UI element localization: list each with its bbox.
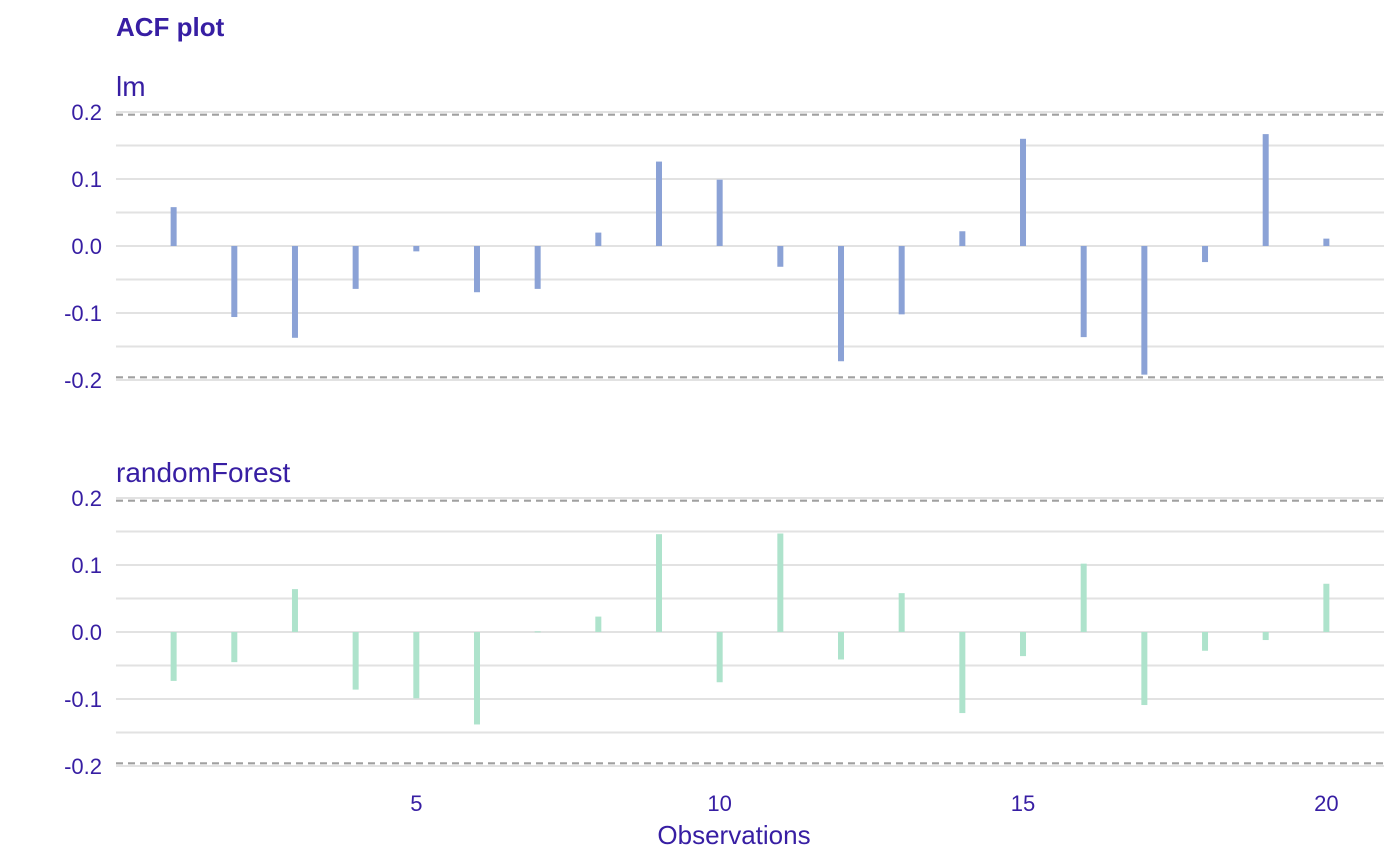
y-tick-label: 0.2 [71,100,102,125]
y-tick-label: 0.0 [71,234,102,259]
y-tick-label: -0.2 [64,368,102,393]
acf-bar [413,632,420,699]
acf-bar [959,632,966,714]
chart-title: ACF plot [116,12,225,42]
acf-bar [1202,246,1209,263]
panel-title: randomForest [116,457,291,488]
acf-bar [777,533,784,632]
acf-bar [1262,134,1269,246]
y-tick-label: 0.0 [71,620,102,645]
y-tick-label: 0.1 [71,167,102,192]
x-tick-label: 5 [410,791,422,816]
y-tick-label: 0.1 [71,553,102,578]
acf-bar [1080,246,1087,338]
acf-bar [595,232,602,246]
acf-bar [1080,563,1087,632]
acf-bar [898,246,905,315]
y-tick-label: 0.2 [71,486,102,511]
acf-bar [1262,632,1269,641]
y-tick-label: -0.2 [64,754,102,779]
acf-bar [1323,238,1330,246]
acf-bar [1020,138,1027,246]
acf-bar [231,632,238,663]
acf-bar [898,593,905,632]
acf-bar [473,632,480,725]
x-tick-label: 15 [1011,791,1035,816]
x-tick-label: 10 [707,791,731,816]
acf-bar [534,246,541,289]
acf-bar [1202,632,1209,651]
acf-bar [1020,632,1027,657]
acf-bar [838,632,845,660]
x-tick-label: 20 [1314,791,1338,816]
acf-bar [595,616,602,632]
acf-bar [716,632,723,683]
acf-bar [838,246,845,362]
acf-bar [413,246,420,252]
acf-bar [1323,583,1330,632]
acf-bar [1141,246,1148,375]
y-tick-label: -0.1 [64,687,102,712]
acf-bar [655,534,662,632]
acf-bar [777,246,784,267]
acf-bar [655,161,662,246]
acf-bar [959,231,966,246]
acf-bar [352,246,359,289]
acf-bar [170,632,177,681]
acf-bar [291,589,298,632]
acf-bar [473,246,480,293]
acf-bar [291,246,298,338]
acf-bar [716,179,723,246]
x-axis-title: Observations [657,820,810,850]
acf-bar [170,207,177,246]
acf-bar [534,631,541,633]
panel-title: lm [116,71,146,102]
acf-bar [1141,632,1148,706]
acf-bar [231,246,238,318]
acf-bar [352,632,359,690]
y-tick-label: -0.1 [64,301,102,326]
